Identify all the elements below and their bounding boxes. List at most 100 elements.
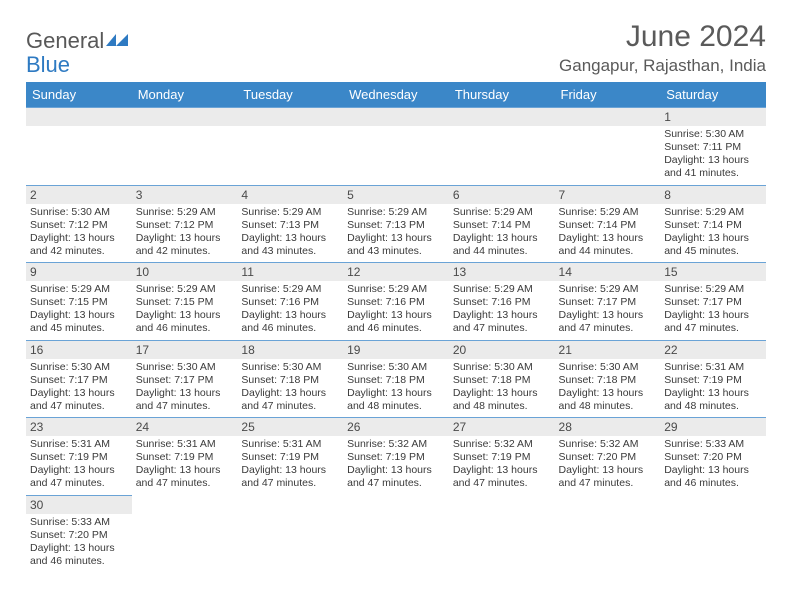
day-body: Sunrise: 5:29 AMSunset: 7:12 PMDaylight:… [132,204,238,263]
calendar-day-cell: 5Sunrise: 5:29 AMSunset: 7:13 PMDaylight… [343,185,449,263]
calendar-week-row: 16Sunrise: 5:30 AMSunset: 7:17 PMDayligh… [26,340,766,418]
sunset-text: Sunset: 7:17 PM [30,374,128,387]
location: Gangapur, Rajasthan, India [559,56,766,76]
day-body [449,126,555,132]
daylight-text: Daylight: 13 hours and 47 minutes. [664,309,762,335]
day-body: Sunrise: 5:29 AMSunset: 7:16 PMDaylight:… [449,281,555,340]
day-body: Sunrise: 5:29 AMSunset: 7:15 PMDaylight:… [26,281,132,340]
calendar-day-cell: 14Sunrise: 5:29 AMSunset: 7:17 PMDayligh… [555,262,661,340]
day-body: Sunrise: 5:30 AMSunset: 7:18 PMDaylight:… [343,359,449,418]
day-number [449,107,555,126]
calendar-day-cell [237,107,343,185]
day-body: Sunrise: 5:30 AMSunset: 7:18 PMDaylight:… [555,359,661,418]
weekday-header: Tuesday [237,82,343,107]
day-body [343,513,449,519]
daylight-text: Daylight: 13 hours and 47 minutes. [559,464,657,490]
sunrise-text: Sunrise: 5:29 AM [136,206,234,219]
sunrise-text: Sunrise: 5:31 AM [136,438,234,451]
sunset-text: Sunset: 7:15 PM [30,296,128,309]
day-body: Sunrise: 5:29 AMSunset: 7:17 PMDaylight:… [660,281,766,340]
calendar-day-cell: 4Sunrise: 5:29 AMSunset: 7:13 PMDaylight… [237,185,343,263]
day-body [343,126,449,132]
day-number: 26 [343,417,449,436]
sunrise-text: Sunrise: 5:33 AM [30,516,128,529]
day-number [132,107,238,126]
day-body: Sunrise: 5:30 AMSunset: 7:18 PMDaylight:… [237,359,343,418]
calendar-table: Sunday Monday Tuesday Wednesday Thursday… [26,82,766,572]
day-number: 30 [26,495,132,514]
sunrise-text: Sunrise: 5:29 AM [559,206,657,219]
daylight-text: Daylight: 13 hours and 47 minutes. [559,309,657,335]
sunrise-text: Sunrise: 5:30 AM [347,361,445,374]
day-number: 5 [343,185,449,204]
daylight-text: Daylight: 13 hours and 44 minutes. [559,232,657,258]
calendar-week-row: 23Sunrise: 5:31 AMSunset: 7:19 PMDayligh… [26,417,766,495]
sunrise-text: Sunrise: 5:30 AM [30,361,128,374]
calendar-week-row: 30Sunrise: 5:33 AMSunset: 7:20 PMDayligh… [26,495,766,573]
day-body: Sunrise: 5:30 AMSunset: 7:17 PMDaylight:… [132,359,238,418]
day-number: 27 [449,417,555,436]
calendar-day-cell: 30Sunrise: 5:33 AMSunset: 7:20 PMDayligh… [26,495,132,573]
day-body: Sunrise: 5:32 AMSunset: 7:19 PMDaylight:… [343,436,449,495]
sunrise-text: Sunrise: 5:29 AM [664,283,762,296]
weekday-header: Saturday [660,82,766,107]
day-body: Sunrise: 5:29 AMSunset: 7:15 PMDaylight:… [132,281,238,340]
sunrise-text: Sunrise: 5:30 AM [453,361,551,374]
sunrise-text: Sunrise: 5:31 AM [241,438,339,451]
calendar-day-cell: 11Sunrise: 5:29 AMSunset: 7:16 PMDayligh… [237,262,343,340]
weekday-header-row: Sunday Monday Tuesday Wednesday Thursday… [26,82,766,107]
day-number: 21 [555,340,661,359]
day-number: 1 [660,107,766,126]
sunset-text: Sunset: 7:13 PM [347,219,445,232]
calendar-day-cell [449,495,555,573]
calendar-day-cell: 10Sunrise: 5:29 AMSunset: 7:15 PMDayligh… [132,262,238,340]
daylight-text: Daylight: 13 hours and 46 minutes. [136,309,234,335]
calendar-day-cell: 9Sunrise: 5:29 AMSunset: 7:15 PMDaylight… [26,262,132,340]
day-body [555,126,661,132]
day-number: 3 [132,185,238,204]
sunrise-text: Sunrise: 5:29 AM [559,283,657,296]
daylight-text: Daylight: 13 hours and 43 minutes. [347,232,445,258]
sunset-text: Sunset: 7:17 PM [559,296,657,309]
day-number: 20 [449,340,555,359]
calendar-day-cell: 15Sunrise: 5:29 AMSunset: 7:17 PMDayligh… [660,262,766,340]
weekday-header: Sunday [26,82,132,107]
daylight-text: Daylight: 13 hours and 42 minutes. [136,232,234,258]
daylight-text: Daylight: 13 hours and 45 minutes. [664,232,762,258]
calendar-day-cell: 12Sunrise: 5:29 AMSunset: 7:16 PMDayligh… [343,262,449,340]
sunset-text: Sunset: 7:19 PM [136,451,234,464]
sunset-text: Sunset: 7:14 PM [559,219,657,232]
day-number: 4 [237,185,343,204]
day-number: 12 [343,262,449,281]
day-body: Sunrise: 5:33 AMSunset: 7:20 PMDaylight:… [26,514,132,573]
daylight-text: Daylight: 13 hours and 46 minutes. [664,464,762,490]
day-number: 7 [555,185,661,204]
calendar-day-cell [449,107,555,185]
sunset-text: Sunset: 7:12 PM [136,219,234,232]
day-number: 29 [660,417,766,436]
day-body: Sunrise: 5:32 AMSunset: 7:19 PMDaylight:… [449,436,555,495]
daylight-text: Daylight: 13 hours and 47 minutes. [453,464,551,490]
daylight-text: Daylight: 13 hours and 46 minutes. [347,309,445,335]
daylight-text: Daylight: 13 hours and 46 minutes. [241,309,339,335]
sunrise-text: Sunrise: 5:29 AM [664,206,762,219]
day-number: 9 [26,262,132,281]
day-number: 8 [660,185,766,204]
day-number: 18 [237,340,343,359]
calendar-day-cell: 1Sunrise: 5:30 AMSunset: 7:11 PMDaylight… [660,107,766,185]
day-body: Sunrise: 5:29 AMSunset: 7:13 PMDaylight:… [237,204,343,263]
brand-logo: General [26,28,130,54]
daylight-text: Daylight: 13 hours and 48 minutes. [347,387,445,413]
day-body [237,513,343,519]
calendar-day-cell: 25Sunrise: 5:31 AMSunset: 7:19 PMDayligh… [237,417,343,495]
day-body: Sunrise: 5:30 AMSunset: 7:12 PMDaylight:… [26,204,132,263]
calendar-day-cell: 28Sunrise: 5:32 AMSunset: 7:20 PMDayligh… [555,417,661,495]
calendar-day-cell: 29Sunrise: 5:33 AMSunset: 7:20 PMDayligh… [660,417,766,495]
daylight-text: Daylight: 13 hours and 47 minutes. [136,464,234,490]
calendar-day-cell: 8Sunrise: 5:29 AMSunset: 7:14 PMDaylight… [660,185,766,263]
sunrise-text: Sunrise: 5:30 AM [664,128,762,141]
logo-flag-icon [106,28,130,54]
day-body: Sunrise: 5:29 AMSunset: 7:16 PMDaylight:… [237,281,343,340]
daylight-text: Daylight: 13 hours and 48 minutes. [453,387,551,413]
day-number [555,107,661,126]
